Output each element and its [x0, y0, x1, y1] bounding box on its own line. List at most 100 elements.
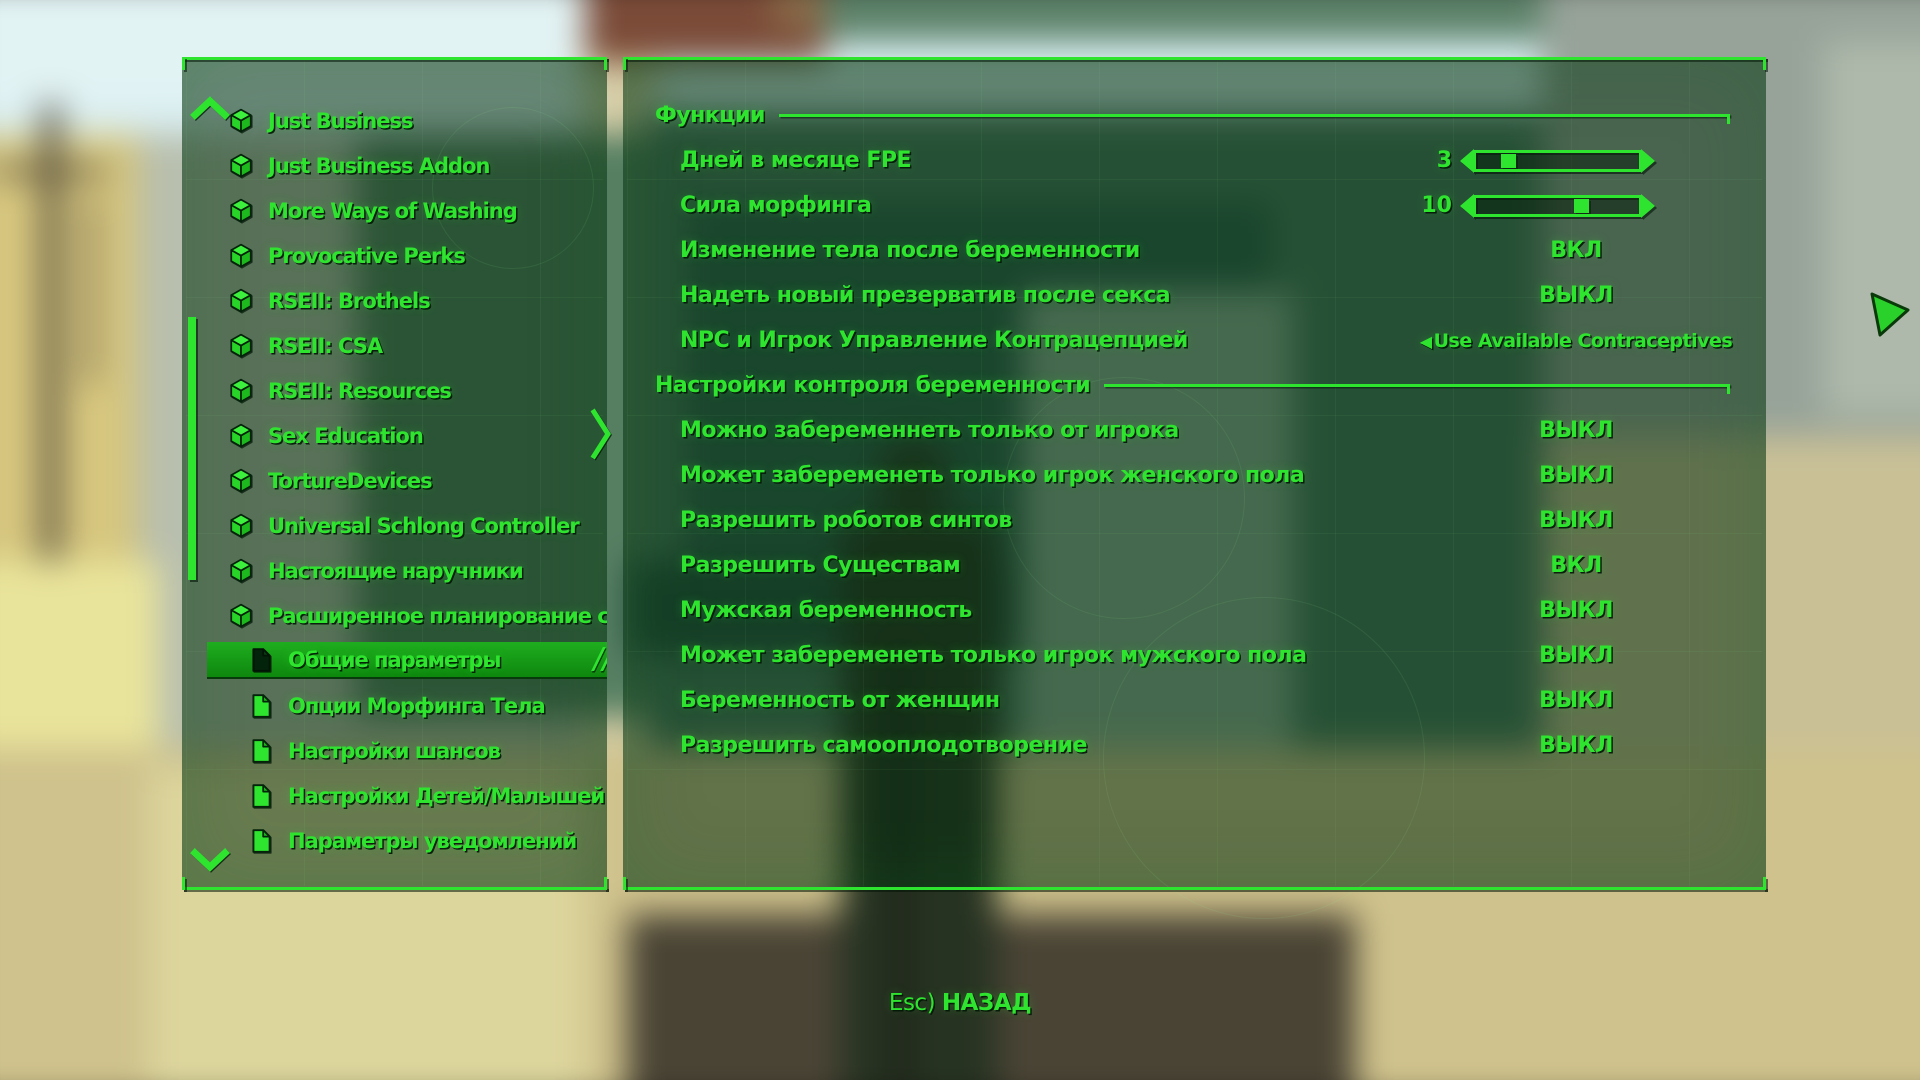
scroll-down-icon[interactable]: [190, 848, 230, 872]
setting-label: Надеть новый презерватив после секса: [680, 283, 1171, 308]
slider-value: 10: [1421, 193, 1452, 218]
sidebar-item[interactable]: RSEII: Resources: [182, 368, 607, 413]
sidebar-item[interactable]: More Ways of Washing: [182, 188, 607, 233]
mod-cube-icon: [228, 558, 254, 584]
setting-label: Может забеременеть только игрок мужского…: [680, 643, 1307, 668]
section-header: Настройки контроля беременности: [655, 363, 1730, 408]
sidebar-item[interactable]: Настоящие наручники: [182, 548, 607, 593]
toggle-value[interactable]: ВЫКЛ: [1539, 598, 1613, 623]
setting-row-toggle[interactable]: Может забеременеть только игрок женского…: [680, 453, 1730, 498]
settings-section: Настройки контроля беременности Можно за…: [655, 363, 1730, 768]
section-rows: Можно забеременнеть только от игрока ВЫК…: [680, 408, 1730, 768]
sidebar-item[interactable]: Just Business Addon: [182, 143, 607, 188]
toggle-value[interactable]: ВЫКЛ: [1539, 418, 1613, 443]
slider-thumb[interactable]: [1501, 153, 1516, 168]
setting-row-toggle[interactable]: Разрешить Существам ВКЛ: [680, 543, 1730, 588]
setting-row-toggle[interactable]: Надеть новый презерватив после секса ВЫК…: [680, 273, 1730, 318]
section-title: Настройки контроля беременности: [655, 373, 1091, 398]
toggle-value[interactable]: ВКЛ: [1550, 238, 1602, 263]
slider-track[interactable]: [1473, 149, 1642, 172]
sidebar-item[interactable]: Общие параметры: [207, 642, 607, 679]
section-title: Функции: [655, 103, 765, 128]
setting-label: Сила морфинга: [680, 193, 872, 218]
slider-value: 3: [1436, 148, 1452, 173]
sidebar-item[interactable]: Настройки шансов: [182, 728, 607, 773]
mod-cube-icon: [228, 288, 254, 314]
toggle-value[interactable]: ВКЛ: [1550, 553, 1602, 578]
mod-list: Just Business Just Business Addon More W…: [182, 98, 607, 863]
sidebar-item-label: Общие параметры: [288, 647, 501, 672]
setting-label: Беременность от женщин: [680, 688, 1000, 713]
setting-value-area: ◀ Use Available Contraceptives: [1419, 329, 1733, 352]
sidebar-item[interactable]: Опции Морфинга Тела: [182, 683, 607, 728]
slider[interactable]: [1460, 193, 1655, 218]
scroll-up-icon[interactable]: [190, 96, 230, 120]
toggle-value[interactable]: ВЫКЛ: [1539, 643, 1613, 668]
sidebar-item[interactable]: Sex Education: [182, 413, 607, 458]
sidebar-item[interactable]: Настройки Детей/Малышей: [182, 773, 607, 818]
setting-value-area: ВЫКЛ: [1422, 598, 1730, 623]
setting-row-select[interactable]: NPC и Игрок Управление Контрацепцией ◀ Us…: [680, 318, 1733, 363]
section-header: Функции: [655, 93, 1731, 138]
mod-cube-icon: [228, 243, 254, 269]
setting-value-area: ВКЛ: [1422, 238, 1730, 263]
mod-cube-icon: [228, 333, 254, 359]
slider-decrease-arrow-icon[interactable]: [1460, 193, 1474, 218]
sidebar-item[interactable]: Universal Schlong Controller: [182, 503, 607, 548]
sidebar-scrollbar[interactable]: [188, 317, 196, 580]
setting-row-toggle[interactable]: Изменение тела после беременности ВКЛ: [680, 228, 1730, 273]
sidebar-item[interactable]: Just Business: [182, 98, 607, 143]
page-icon: [248, 828, 274, 854]
prev-option-arrow-icon[interactable]: ◀: [1419, 331, 1432, 351]
slider[interactable]: [1460, 148, 1655, 173]
setting-label: Мужская беременность: [680, 598, 972, 623]
section-divider-line: [1104, 384, 1730, 394]
sidebar-item[interactable]: TortureDevices: [182, 458, 607, 503]
setting-row-slider[interactable]: Дней в месяце FPE 3: [680, 138, 1730, 183]
sidebar-item[interactable]: Provocative Perks: [182, 233, 607, 278]
sidebar-item[interactable]: RSEII: Brothels: [182, 278, 607, 323]
slider-increase-arrow-icon[interactable]: [1641, 148, 1655, 173]
sidebar-item-label: Настройки шансов: [288, 738, 501, 763]
sidebar-item-label: Настоящие наручники: [268, 558, 524, 583]
sidebar-item[interactable]: RSEII: CSA: [182, 323, 607, 368]
setting-row-toggle[interactable]: Разрешить роботов синтов ВЫКЛ: [680, 498, 1730, 543]
toggle-value[interactable]: ВЫКЛ: [1539, 283, 1613, 308]
toggle-value[interactable]: ВЫКЛ: [1539, 463, 1613, 488]
panel-border-top: [623, 57, 1766, 60]
setting-row-toggle[interactable]: Беременность от женщин ВЫКЛ: [680, 678, 1730, 723]
back-action: НАЗАД: [941, 990, 1032, 1016]
mod-cube-icon: [228, 603, 254, 629]
back-key: Esc): [888, 990, 936, 1016]
toggle-value[interactable]: ВЫКЛ: [1539, 508, 1613, 533]
panel-corner-tick: [604, 57, 607, 70]
mod-cube-icon: [228, 468, 254, 494]
setting-value-area: ВЫКЛ: [1422, 418, 1730, 443]
setting-value-area: 3: [1422, 148, 1730, 173]
settings-content: Функции Дней в месяце FPE 3 Сила морфинг…: [655, 93, 1733, 870]
toggle-value[interactable]: ВЫКЛ: [1539, 688, 1613, 713]
slider-thumb[interactable]: [1574, 198, 1589, 213]
setting-label: Разрешить Существам: [680, 553, 961, 578]
slider-decrease-arrow-icon[interactable]: [1460, 148, 1474, 173]
setting-row-toggle[interactable]: Разрешить самооплодотворение ВЫКЛ: [680, 723, 1730, 768]
sidebar-item[interactable]: Расширенное планирование семьи: [182, 593, 607, 638]
toggle-value[interactable]: ВЫКЛ: [1539, 733, 1613, 758]
page-icon: [248, 647, 274, 673]
select-value[interactable]: ◀ Use Available Contraceptives: [1419, 329, 1733, 352]
setting-value-area: ВЫКЛ: [1422, 508, 1730, 533]
slider-track[interactable]: [1473, 194, 1642, 217]
chevron-right-icon[interactable]: [588, 408, 616, 460]
panel-corner-tick: [1763, 877, 1766, 890]
bg-right-light: [1823, 40, 1920, 416]
setting-row-toggle[interactable]: Может забеременеть только игрок мужского…: [680, 633, 1730, 678]
mod-cube-icon: [228, 513, 254, 539]
setting-row-toggle[interactable]: Мужская беременность ВЫКЛ: [680, 588, 1730, 633]
setting-row-slider[interactable]: Сила морфинга 10: [680, 183, 1730, 228]
sidebar-item[interactable]: Параметры уведомлений: [182, 818, 607, 863]
setting-row-toggle[interactable]: Можно забеременнеть только от игрока ВЫК…: [680, 408, 1730, 453]
settings-section: Функции Дней в месяце FPE 3 Сила морфинг…: [655, 93, 1733, 363]
panel-corner-tick: [623, 57, 626, 70]
slider-increase-arrow-icon[interactable]: [1641, 193, 1655, 218]
